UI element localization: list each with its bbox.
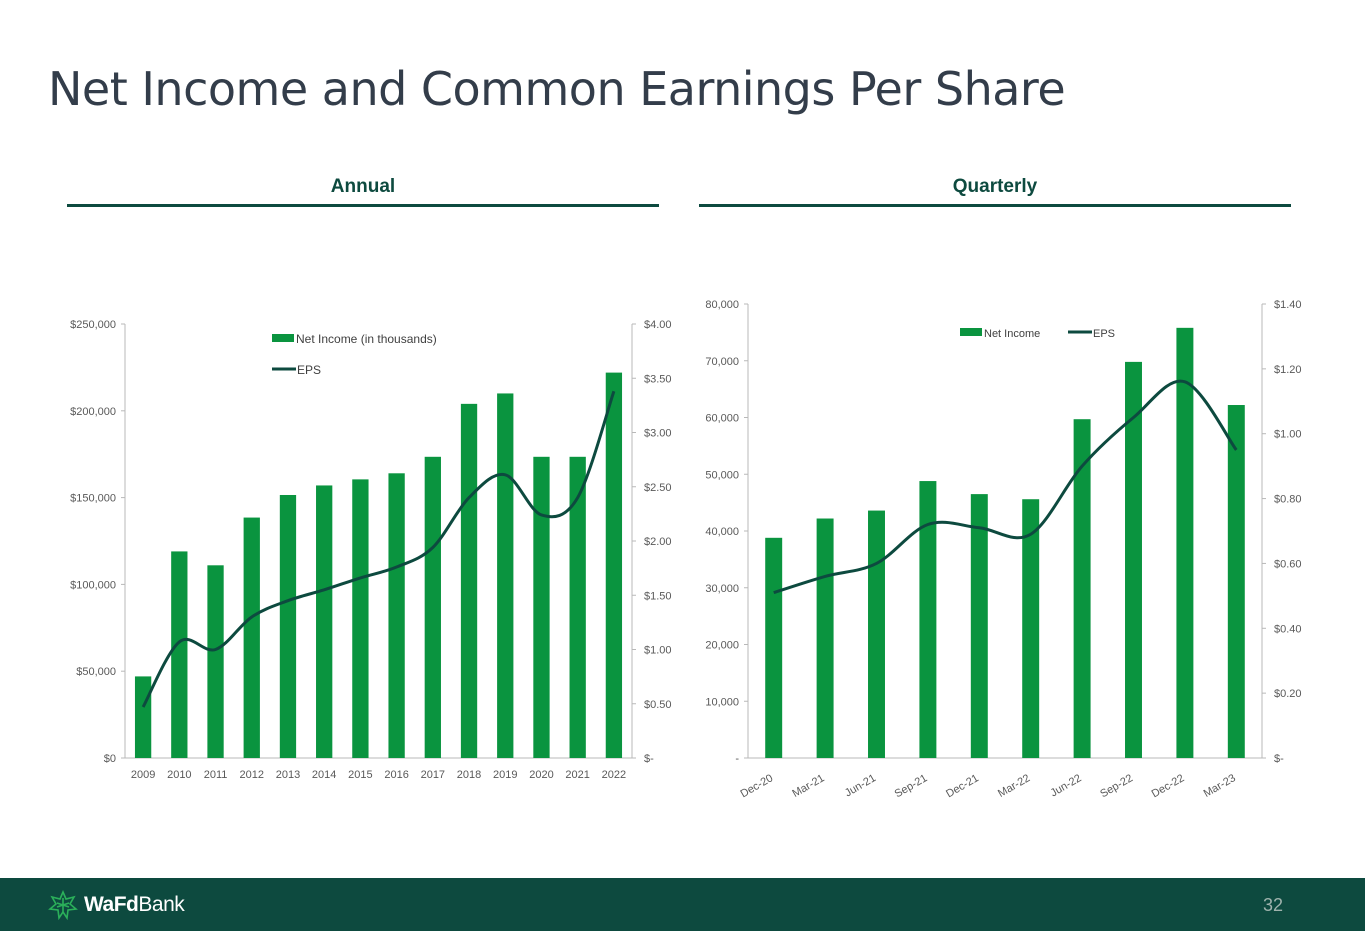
x-tick-label: Dec-20 xyxy=(738,772,775,800)
net-income-bar xyxy=(424,456,441,758)
x-tick-label: Mar-23 xyxy=(1202,772,1238,800)
net-income-bar xyxy=(605,372,623,758)
right-tick-label: $3.00 xyxy=(644,428,672,440)
net-income-bar xyxy=(868,510,885,758)
net-income-bar xyxy=(279,494,297,758)
x-tick-label: 2011 xyxy=(204,769,228,781)
left-tick-label: 50,000 xyxy=(705,469,739,481)
left-tick-label: $150,000 xyxy=(70,493,116,505)
left-tick-label: 20,000 xyxy=(705,640,739,652)
left-tick-label: 80,000 xyxy=(705,299,739,311)
x-tick-label: 2021 xyxy=(565,769,589,781)
x-tick-label: Dec-22 xyxy=(1150,772,1187,800)
x-tick-label: 2016 xyxy=(384,769,408,781)
x-tick-label: 2015 xyxy=(348,769,372,781)
right-tick-label: $2.00 xyxy=(644,536,672,548)
net-income-bar xyxy=(1073,419,1091,758)
annual-divider xyxy=(67,204,659,207)
net-income-bar xyxy=(1022,499,1040,758)
x-tick-label: 2014 xyxy=(312,769,336,781)
right-tick-label: $3.50 xyxy=(644,373,672,385)
right-tick-label: $4.00 xyxy=(644,319,672,331)
right-tick-label: $1.00 xyxy=(1274,429,1302,441)
footer-bar: WaFdBank 32 xyxy=(0,878,1365,931)
right-tick-label: $1.40 xyxy=(1274,299,1302,311)
left-tick-label: 40,000 xyxy=(705,526,739,538)
x-tick-label: 2013 xyxy=(276,769,300,781)
x-tick-label: Mar-22 xyxy=(996,772,1032,800)
right-tick-label: $0.20 xyxy=(1274,688,1302,700)
net-income-bar xyxy=(1227,405,1245,758)
left-tick-label: $50,000 xyxy=(76,666,116,678)
net-income-bar xyxy=(533,456,550,758)
wafd-logo[interactable]: WaFdBank xyxy=(48,890,185,920)
x-tick-label: Sep-21 xyxy=(893,772,930,800)
net-income-bar xyxy=(171,551,188,758)
x-tick-label: 2018 xyxy=(457,769,481,781)
right-tick-label: $2.50 xyxy=(644,482,672,494)
net-income-bar xyxy=(816,518,834,758)
left-tick-label: $100,000 xyxy=(70,579,116,591)
net-income-bar xyxy=(1125,361,1142,758)
right-tick-label: $- xyxy=(644,753,654,765)
left-tick-label: 60,000 xyxy=(705,413,739,425)
x-tick-label: Jun-22 xyxy=(1048,772,1083,799)
page-title: Net Income and Common Earnings Per Share xyxy=(48,62,1066,116)
left-tick-label: $0 xyxy=(104,753,116,765)
net-income-bar xyxy=(497,393,514,758)
x-tick-label: Dec-21 xyxy=(944,772,981,800)
x-tick-label: Mar-21 xyxy=(790,772,826,800)
right-tick-label: $1.50 xyxy=(644,590,672,602)
x-tick-label: Sep-22 xyxy=(1098,772,1135,800)
left-tick-label: $250,000 xyxy=(70,319,116,331)
net-income-bar xyxy=(243,517,260,758)
left-tick-label: 30,000 xyxy=(705,583,739,595)
wafd-leaf-icon xyxy=(48,890,78,920)
legend-eps-label: EPS xyxy=(1093,328,1115,340)
right-tick-label: $0.80 xyxy=(1274,494,1302,506)
right-tick-label: $0.50 xyxy=(644,699,672,711)
brand-name: WaFdBank xyxy=(84,893,185,916)
right-tick-label: $1.20 xyxy=(1274,364,1302,376)
x-tick-label: Jun-21 xyxy=(843,772,878,799)
right-tick-label: $0.40 xyxy=(1274,623,1302,635)
x-tick-label: 2009 xyxy=(131,769,155,781)
net-income-bar xyxy=(388,473,405,758)
right-tick-label: $0.60 xyxy=(1274,558,1302,570)
right-tick-label: $1.00 xyxy=(644,645,672,657)
net-income-bar xyxy=(569,456,586,758)
quarterly-divider xyxy=(699,204,1291,207)
net-income-bar xyxy=(970,494,988,758)
page-number: 32 xyxy=(1262,895,1283,915)
net-income-bar xyxy=(765,537,783,758)
legend-eps-label: EPS xyxy=(297,363,321,377)
left-tick-label: 10,000 xyxy=(705,696,739,708)
x-tick-label: 2020 xyxy=(529,769,553,781)
left-tick-label: $200,000 xyxy=(70,406,116,418)
legend-net-income-label: Net Income xyxy=(984,328,1040,340)
x-tick-label: 2010 xyxy=(167,769,191,781)
left-tick-label: - xyxy=(735,753,739,765)
quarterly-heading: Quarterly xyxy=(952,176,1038,197)
legend-bar-swatch xyxy=(272,334,294,342)
x-tick-label: 2017 xyxy=(421,769,445,781)
x-tick-label: 2022 xyxy=(602,769,626,781)
net-income-bar xyxy=(919,481,937,758)
net-income-bar xyxy=(207,565,224,758)
right-tick-label: $- xyxy=(1274,753,1284,765)
legend-net-income-label: Net Income (in thousands) xyxy=(296,332,437,346)
net-income-bar xyxy=(316,485,333,758)
net-income-bar xyxy=(352,479,369,758)
legend-bar-swatch xyxy=(960,328,982,336)
x-tick-label: 2012 xyxy=(240,769,264,781)
left-tick-label: 70,000 xyxy=(705,356,739,368)
annual-heading: Annual xyxy=(330,176,396,197)
x-tick-label: 2019 xyxy=(493,769,517,781)
eps-line xyxy=(141,390,616,708)
net-income-bar xyxy=(1176,327,1194,758)
eps-line xyxy=(773,379,1238,595)
